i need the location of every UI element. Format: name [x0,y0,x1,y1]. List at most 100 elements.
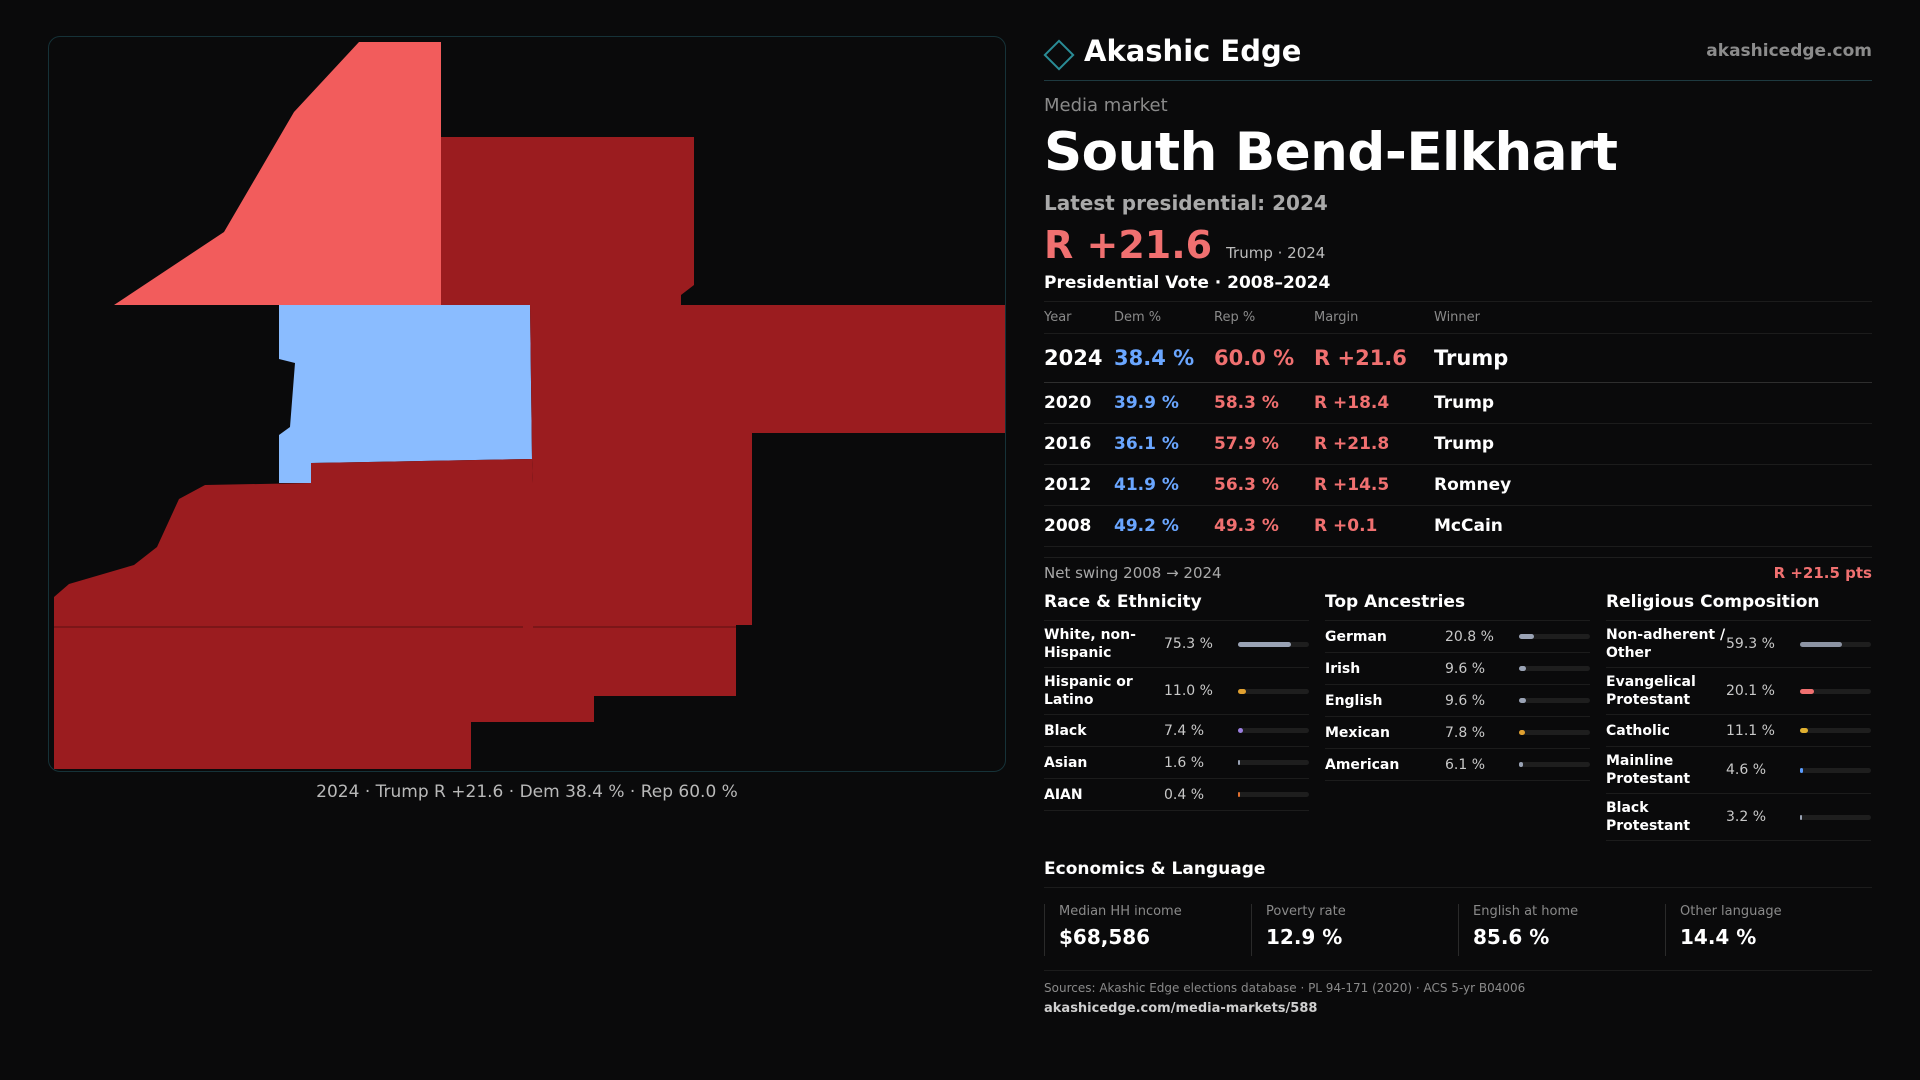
stat-value: 1.6 % [1164,754,1205,771]
row-rep: 58.3 % [1214,382,1314,424]
row-winner: Romney [1434,464,1872,506]
stat-bar-fill [1519,730,1525,735]
stat-row: English 9.6 % [1325,685,1590,717]
row-year: 2008 [1044,505,1114,547]
county-southwest[interactable] [54,483,311,769]
stat-label: Evangelical Protestant [1606,674,1696,708]
stat-value: 9.6 % [1445,692,1486,709]
brand-site-link[interactable]: akashicedge.com [1706,41,1872,61]
county-northwest[interactable] [114,42,441,305]
stat-label: American [1325,756,1400,773]
row-rep: 60.0 % [1214,333,1314,383]
brand-name: Akashic Edge [1084,34,1302,68]
table-row: 2024 38.4 % 60.0 % R +21.6 Trump [1044,333,1872,383]
row-year: 2012 [1044,464,1114,506]
stat-label: English [1325,692,1383,709]
stat-value: 9.6 % [1445,660,1486,677]
row-rep: 57.9 % [1214,423,1314,465]
econ-label: English at home [1473,904,1579,919]
source-url-link[interactable]: akashicedge.com/media-markets/588 [1044,1001,1318,1016]
col-header-dem: Dem % [1114,302,1214,334]
stat-row: Non-adherent / Other 59.3 % [1606,621,1871,668]
stat-value: 20.8 % [1445,628,1494,645]
county-map-svg [54,42,1006,769]
stat-label: Catholic [1606,722,1670,739]
map-caption: 2024 · Trump R +21.6 · Dem 38.4 % · Rep … [316,782,738,802]
county-south-central[interactable] [311,459,533,769]
econ-cell-english: English at home 85.6 % [1458,904,1665,956]
stat-row: AIAN 0.4 % [1044,779,1309,811]
info-panel: Akashic Edge akashicedge.com Media marke… [1043,30,1872,1016]
econ-cell-other-language: Other language 14.4 % [1665,904,1872,956]
headline-sub: Trump · 2024 [1226,244,1326,262]
stat-row: Hispanic or Latino 11.0 % [1044,668,1309,715]
eyebrow: Media market [1044,95,1168,116]
stat-bar-track [1800,814,1871,820]
stat-value: 6.1 % [1445,756,1486,773]
stat-value: 11.0 % [1164,683,1213,699]
stat-row: Black 7.4 % [1044,715,1309,747]
stat-bar-fill [1519,634,1534,639]
stat-bar-track [1519,666,1590,671]
county-dem[interactable] [279,305,532,483]
row-rep: 56.3 % [1214,464,1314,506]
table-row: 2020 39.9 % 58.3 % R +18.4 Trump [1044,382,1872,424]
stat-bar-fill [1238,728,1244,733]
econ-value: 14.4 % [1680,925,1757,949]
race-section: Race & Ethnicity White, non-Hispanic 75.3… [1044,592,1309,841]
stat-value: 4.6 % [1726,762,1767,778]
county-southeast[interactable] [523,483,752,722]
ancestry-section: Top Ancestries German 20.8 % Irish 9.6 % Eng… [1325,592,1590,841]
col-header-margin: Margin [1314,302,1434,334]
vote-table: Year Dem % Rep % Margin Winner 2024 38.4… [1044,302,1872,547]
net-swing-label: Net swing 2008 → 2024 [1044,564,1222,582]
page-title: South Bend-Elkhart [1044,122,1618,183]
race-title: Race & Ethnicity [1044,592,1309,621]
county-far-east[interactable] [752,305,1006,433]
stat-bar-track [1800,641,1871,647]
row-dem: 36.1 % [1114,423,1214,465]
econ-value: 85.6 % [1473,925,1550,949]
stat-bar-track [1238,728,1309,733]
row-margin: R +21.6 [1314,333,1434,383]
stat-label: Mainline Protestant [1606,753,1691,787]
row-winner: Trump [1434,333,1872,383]
table-row: 2016 36.1 % 57.9 % R +21.8 Trump [1044,423,1872,465]
stat-bar-fill [1238,792,1240,797]
stat-bar-fill [1800,728,1808,733]
row-margin: R +14.5 [1314,464,1434,506]
stat-label: AIAN [1044,786,1083,803]
stat-bar-track [1800,767,1871,773]
county-north-central[interactable] [441,137,694,305]
ancestry-title: Top Ancestries [1325,592,1590,621]
economics-title: Economics & Language [1044,859,1872,888]
stat-bar-fill [1800,688,1815,694]
diamond-logo-icon [1043,39,1075,71]
stat-value: 7.4 % [1164,722,1205,739]
religion-title: Religious Composition [1606,592,1871,621]
stat-row: Evangelical Protestant 20.1 % [1606,668,1871,715]
econ-value: $68,586 [1059,925,1151,949]
stat-value: 59.3 % [1726,636,1775,652]
stat-value: 75.3 % [1164,636,1213,652]
stat-row: German 20.8 % [1325,621,1590,653]
stat-label: Black Protestant [1606,800,1691,834]
table-row: 2008 49.2 % 49.3 % R +0.1 McCain [1044,505,1872,547]
demographics: Race & Ethnicity White, non-Hispanic 75.3… [1044,592,1872,841]
stat-label: Irish [1325,660,1361,677]
stat-bar-fill [1519,698,1526,703]
county-central-east[interactable] [530,305,752,483]
row-margin: R +18.4 [1314,382,1434,424]
stat-row: White, non-Hispanic 75.3 % [1044,621,1309,668]
row-year: 2024 [1044,333,1114,383]
economics-stats: Median HH income $68,586 Poverty rate 12… [1044,904,1872,956]
econ-cell-income: Median HH income $68,586 [1044,904,1251,956]
stat-bar-track [1519,634,1590,639]
religion-section: Religious Composition Non-adherent / Oth… [1606,592,1871,841]
row-dem: 38.4 % [1114,333,1214,383]
headline-margin-value: R +21.6 [1044,223,1213,267]
stat-bar-track [1238,641,1309,647]
row-winner: Trump [1434,423,1872,465]
stat-bar-fill [1238,641,1292,647]
net-swing-value: R +21.5 pts [1773,564,1872,582]
